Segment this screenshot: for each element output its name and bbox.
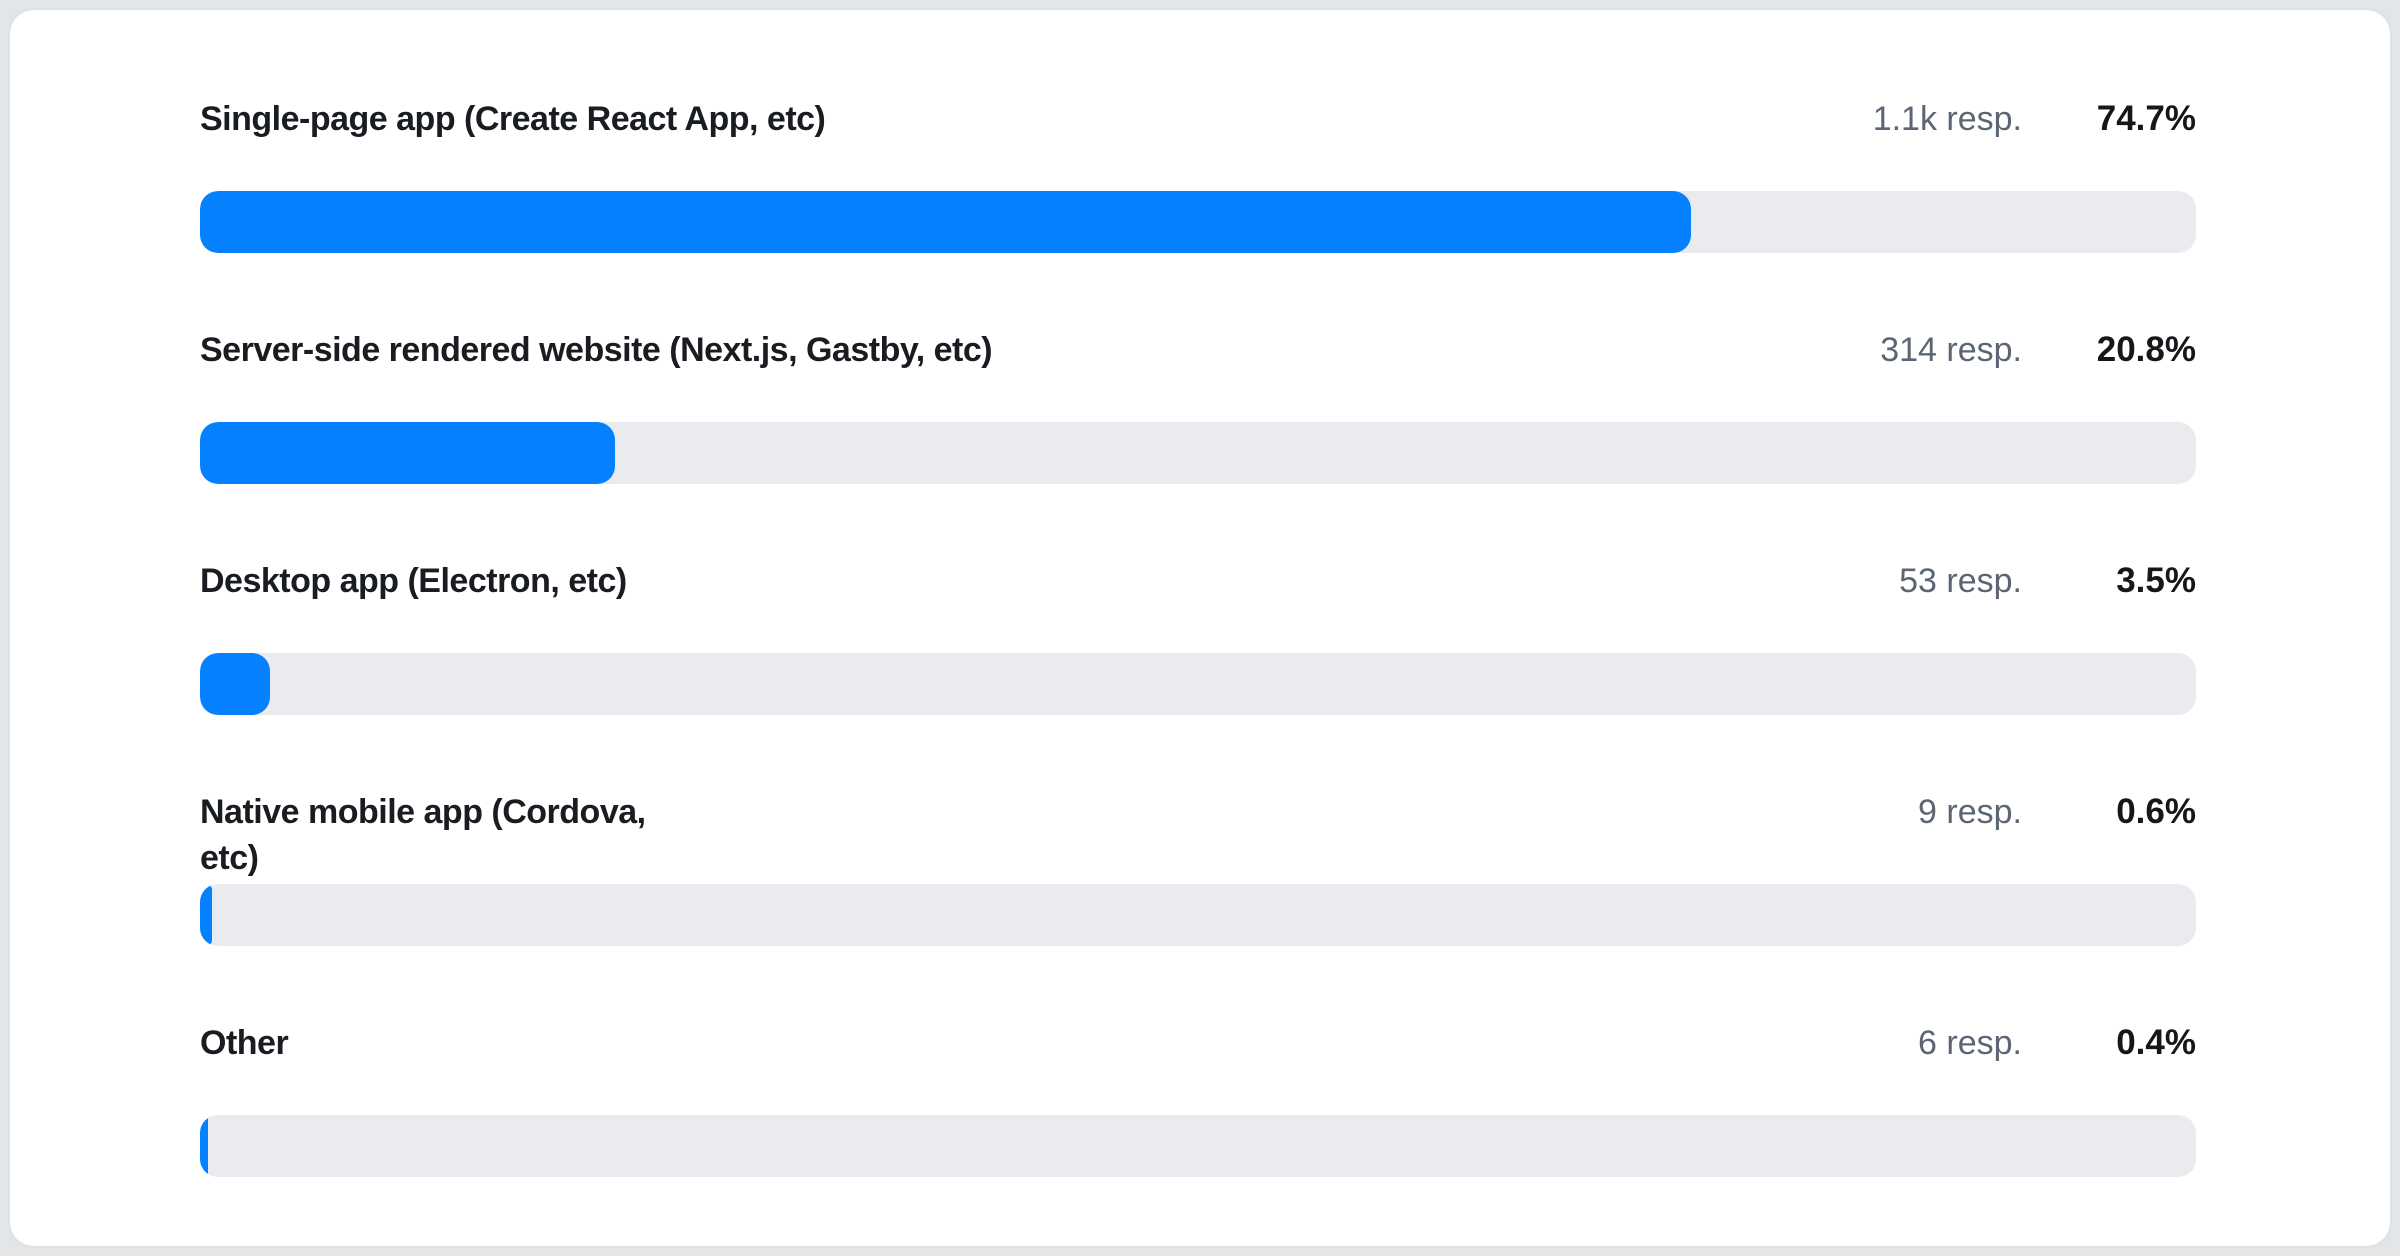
bar-track (200, 422, 2196, 484)
row-stats: 9 resp. 0.6% (1918, 792, 2196, 832)
bar-track (200, 653, 2196, 715)
row-header: Desktop app (Electron, etc) 53 resp. 3.5… (200, 558, 2196, 653)
row-header: Other 6 resp. 0.4% (200, 1020, 2196, 1115)
bar-fill (200, 1115, 208, 1177)
survey-results-card: Single-page app (Create React App, etc) … (8, 8, 2392, 1248)
percent-value: 74.7% (2096, 99, 2196, 138)
category-label: Native mobile app (Cordova, etc) (200, 793, 646, 877)
bar-track (200, 191, 2196, 253)
bar-track (200, 884, 2196, 946)
response-count: 6 resp. (1918, 1024, 2022, 1062)
bar-fill (200, 653, 270, 715)
chart-row-server-side-rendered: Server-side rendered website (Next.js, G… (200, 327, 2196, 484)
row-stats: 314 resp. 20.8% (1880, 330, 2196, 370)
percent-value: 0.6% (2116, 792, 2196, 831)
chart-row-other: Other 6 resp. 0.4% (200, 1020, 2196, 1177)
response-count: 314 resp. (1880, 331, 2022, 369)
category-label: Desktop app (Electron, etc) (200, 562, 627, 600)
bar-fill (200, 422, 616, 484)
bar-track (200, 1115, 2196, 1177)
percent-value: 0.4% (2116, 1023, 2196, 1062)
percent-value: 3.5% (2116, 561, 2196, 600)
category-label: Single-page app (Create React App, etc) (200, 100, 826, 138)
row-header: Single-page app (Create React App, etc) … (200, 96, 2196, 191)
bar-fill (200, 884, 212, 946)
bar-fill (200, 191, 1691, 253)
percent-value: 20.8% (2096, 330, 2196, 369)
chart-row-desktop-app: Desktop app (Electron, etc) 53 resp. 3.5… (200, 558, 2196, 715)
category-label: Server-side rendered website (Next.js, G… (200, 331, 993, 369)
row-stats: 53 resp. 3.5% (1899, 561, 2196, 601)
response-count: 53 resp. (1899, 562, 2022, 600)
row-stats: 1.1k resp. 74.7% (1873, 99, 2196, 139)
row-header: Native mobile app (Cordova, etc) 9 resp.… (200, 789, 2196, 884)
category-label: Other (200, 1024, 289, 1062)
chart-row-single-page-app: Single-page app (Create React App, etc) … (200, 96, 2196, 253)
response-count: 9 resp. (1918, 793, 2022, 831)
chart-row-native-mobile-app: Native mobile app (Cordova, etc) 9 resp.… (200, 789, 2196, 946)
row-header: Server-side rendered website (Next.js, G… (200, 327, 2196, 422)
row-stats: 6 resp. 0.4% (1918, 1023, 2196, 1063)
response-count: 1.1k resp. (1872, 100, 2022, 138)
